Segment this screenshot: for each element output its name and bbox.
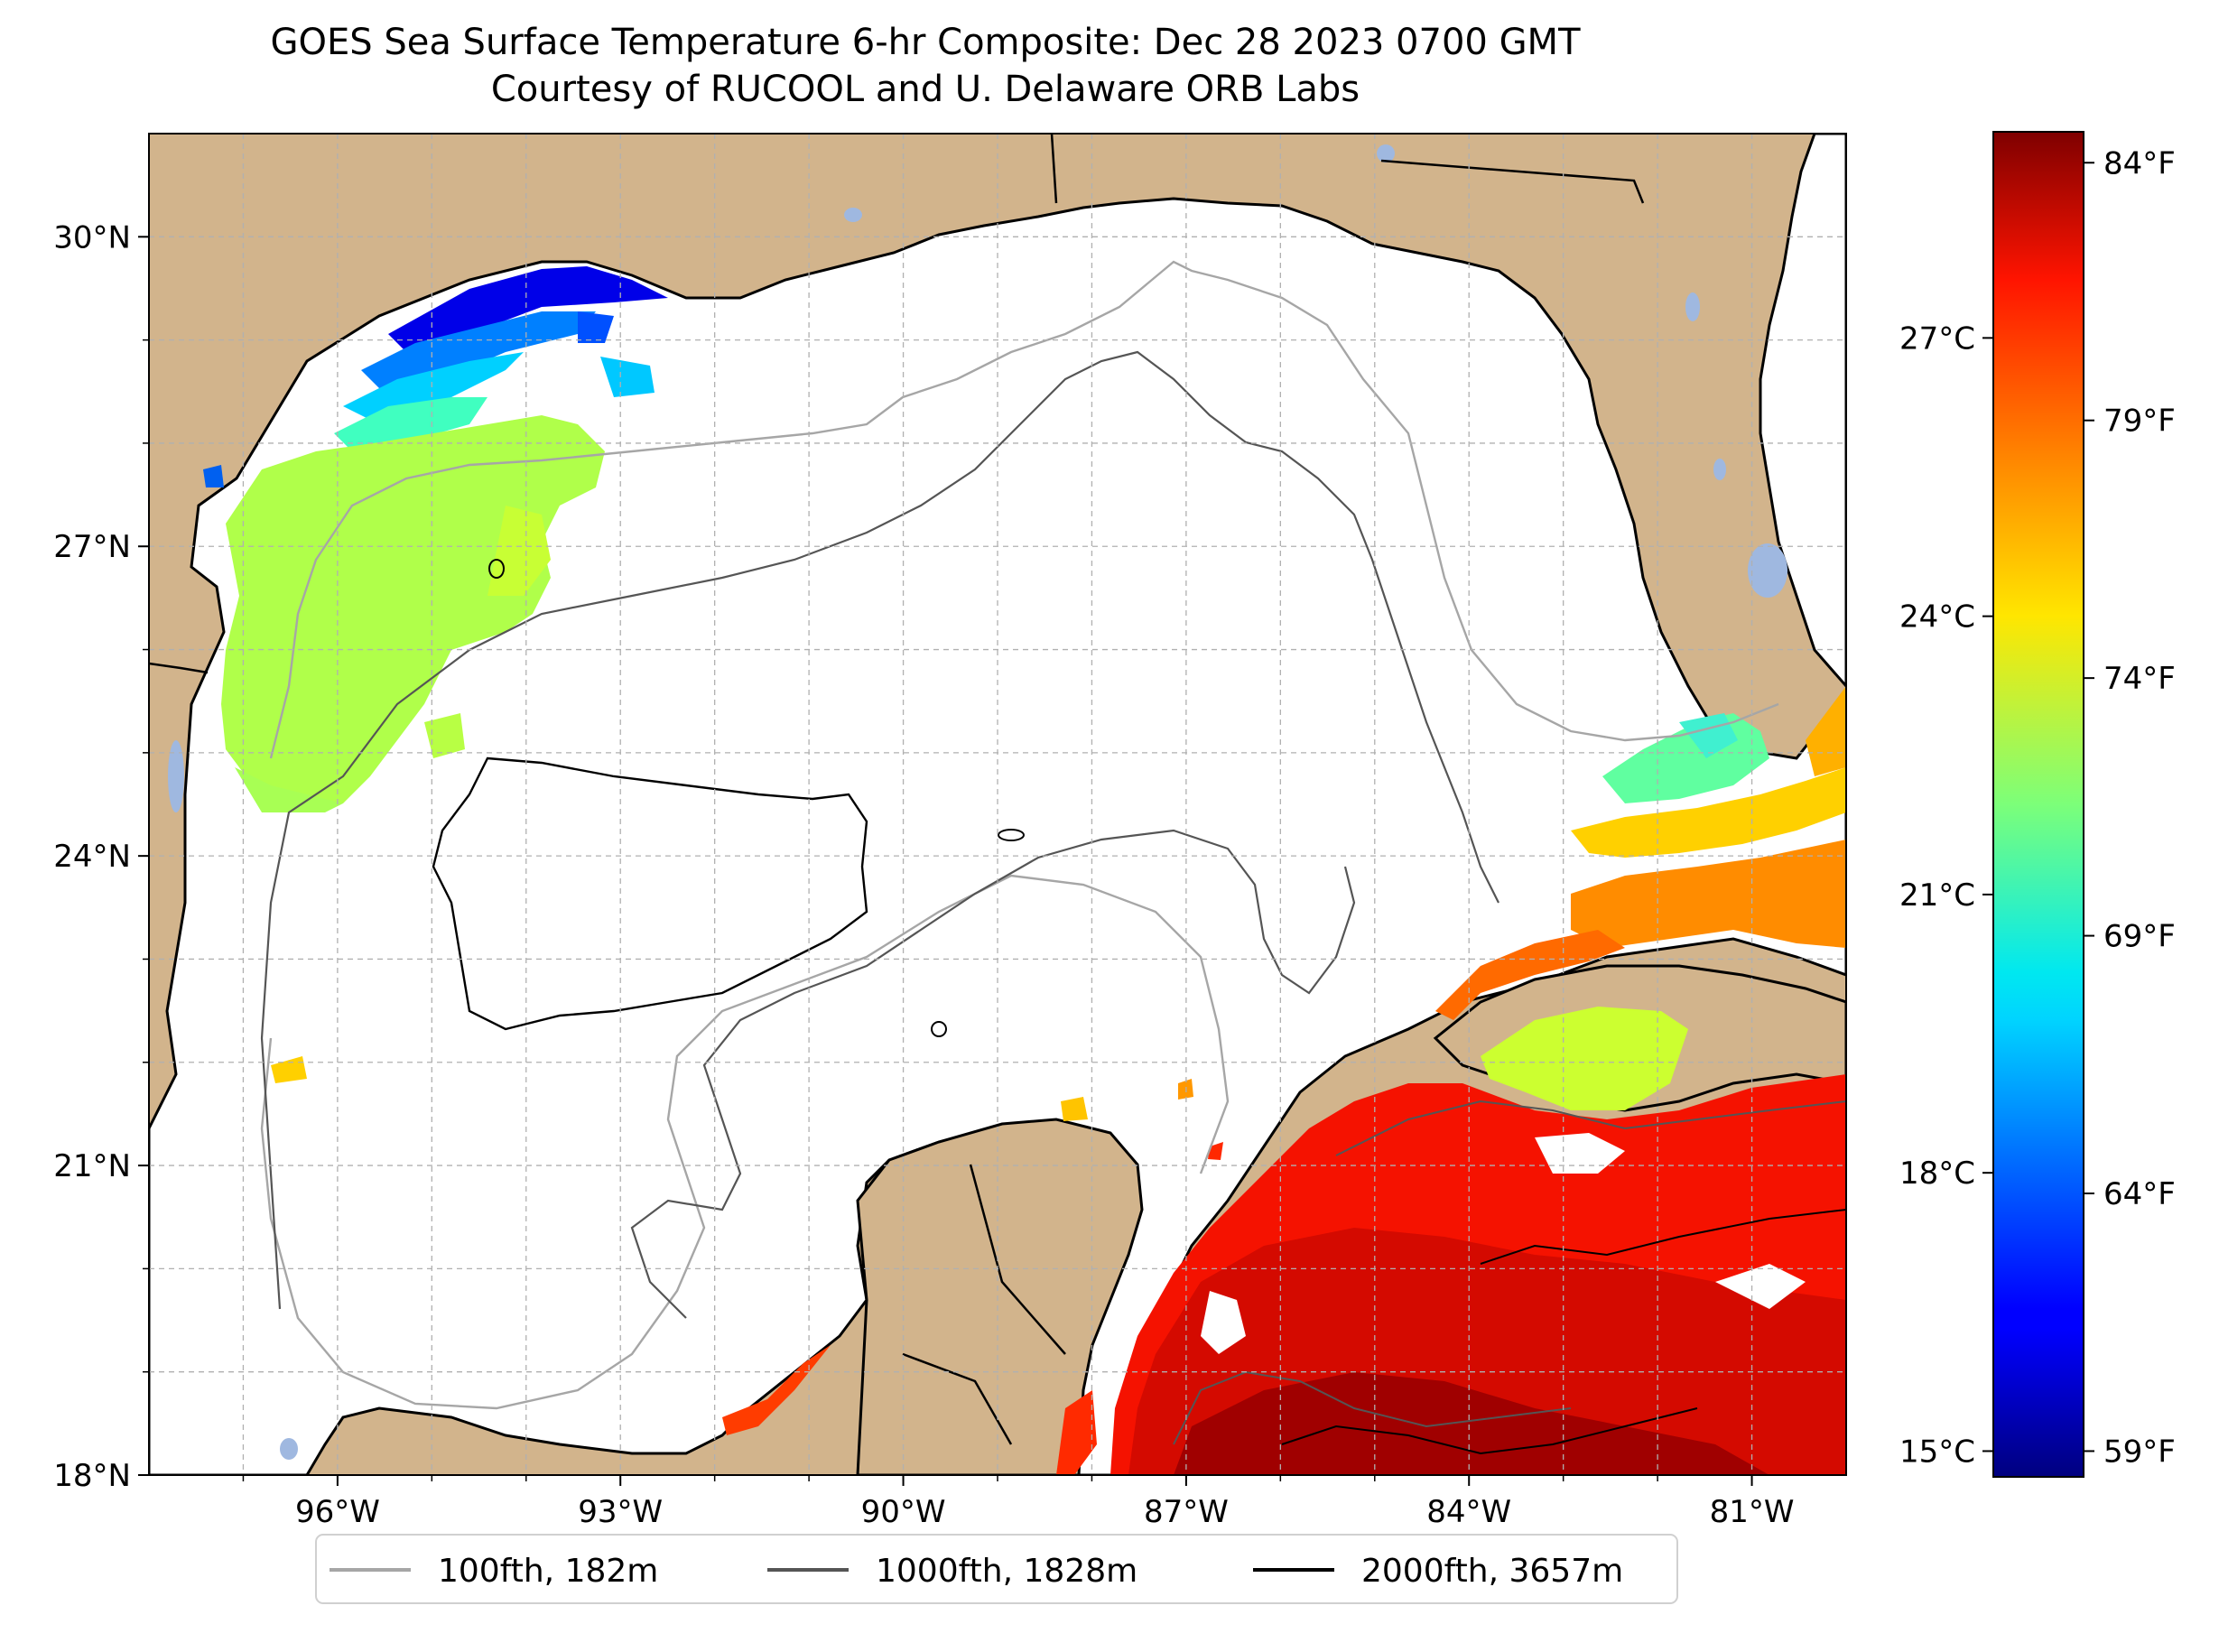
lat-tick-label: 18°N: [53, 1458, 131, 1494]
lon-tick-label: 93°W: [578, 1494, 663, 1530]
colorbar-celsius-label: 15°C: [1899, 1434, 1975, 1470]
colorbar-fahrenheit-label: 69°F: [2103, 919, 2176, 955]
map-area: [149, 134, 1846, 1475]
yucatan-land: [856, 1118, 1144, 1475]
map-title: GOES Sea Surface Temperature 6-hr Compos…: [270, 22, 1581, 63]
latitude-ticks: 30°N 27°N 24°N 21°N 18°N: [53, 219, 149, 1494]
colorbar-celsius-label: 27°C: [1899, 320, 1975, 357]
borders: [149, 134, 1645, 1445]
lat-tick-label: 21°N: [53, 1148, 131, 1184]
contour-2000fth: [432, 756, 868, 1031]
colorbar: 27°C 24°C 21°C 18°C 15°C 84°F 79°F 74°F 69°F 64°…: [1899, 131, 2176, 1478]
colorbar-celsius-ticks: 27°C 24°C 21°C 18°C 15°C: [1899, 320, 1993, 1470]
colorbar-fahrenheit-label: 74°F: [2103, 661, 2176, 697]
lat-tick-label: 24°N: [53, 839, 131, 875]
lon-tick-label: 87°W: [1144, 1494, 1229, 1530]
legend-label-2000fth: 2000fth, 3657m: [1361, 1553, 1623, 1590]
atlantic-water: [1759, 134, 1846, 689]
colorbar-fahrenheit-ticks: 84°F 79°F 74°F 69°F 64°F 59°F: [2084, 145, 2176, 1470]
lon-tick-label: 84°W: [1426, 1494, 1511, 1530]
map-subtitle: Courtesy of RUCOOL and U. Delaware ORB L…: [490, 69, 1360, 110]
colorbar-celsius-label: 18°C: [1899, 1155, 1975, 1192]
lon-tick-label: 90°W: [861, 1494, 946, 1530]
lon-tick-label: 96°W: [295, 1494, 380, 1530]
legend-box: [315, 1534, 1678, 1604]
colorbar-fahrenheit-label: 84°F: [2103, 145, 2176, 181]
bathymetry-legend: 100fth, 182m 1000fth, 1828m 2000fth, 365…: [315, 1534, 1678, 1604]
contour-1000fth: [260, 350, 1499, 1310]
lat-tick-label: 27°N: [53, 529, 131, 565]
colorbar-gradient: [1993, 132, 2084, 1477]
contour-100fth: [269, 260, 1779, 759]
colorbar-fahrenheit-label: 79°F: [2103, 404, 2176, 440]
colorbar-celsius-label: 24°C: [1899, 599, 1975, 636]
colorbar-fahrenheit-label: 59°F: [2103, 1434, 2176, 1470]
legend-label-100fth: 100fth, 182m: [438, 1553, 658, 1590]
lon-tick-label: 81°W: [1710, 1494, 1795, 1530]
colorbar-fahrenheit-label: 64°F: [2103, 1176, 2176, 1212]
legend-label-1000fth: 1000fth, 1828m: [876, 1553, 1137, 1590]
colorbar-celsius-label: 21°C: [1899, 877, 1975, 914]
lat-tick-label: 30°N: [53, 219, 131, 255]
sst-data-patches: [203, 266, 1846, 1475]
gridlines: [149, 134, 1846, 1475]
longitude-ticks: 96°W 93°W 90°W 87°W 84°W 81°W: [242, 1475, 1795, 1530]
colorbar-frame: [1992, 131, 2084, 1478]
lakes: [168, 144, 1787, 1460]
